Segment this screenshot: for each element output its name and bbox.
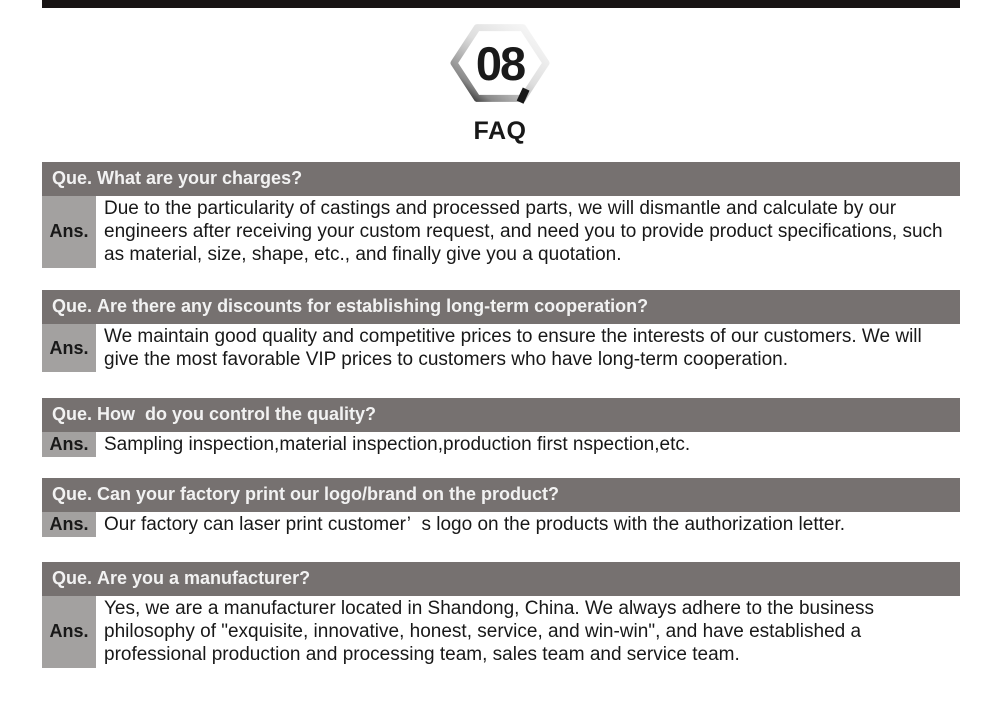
svg-text:08: 08 — [476, 37, 525, 90]
